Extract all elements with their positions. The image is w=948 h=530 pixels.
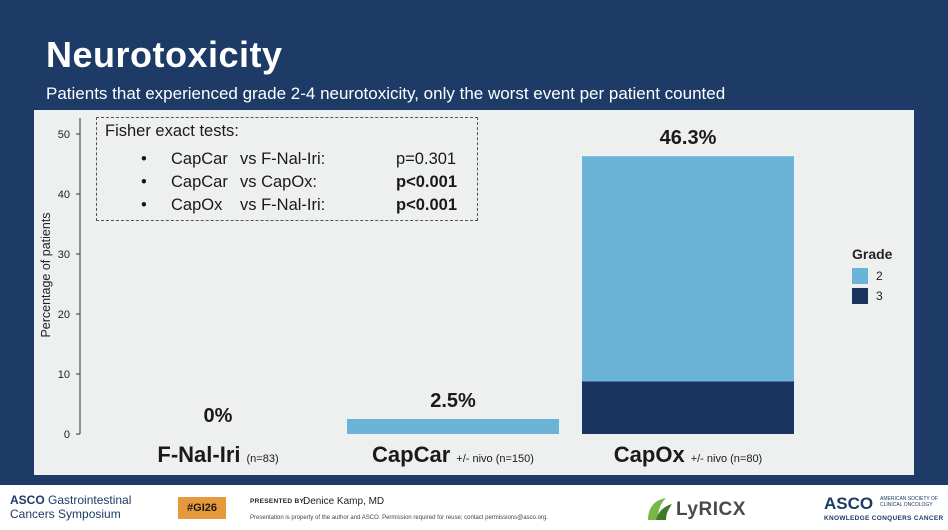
y-axis-label: Percentage of patients	[39, 212, 53, 337]
fisher-p-value: p=0.301	[396, 150, 457, 168]
y-tick-label: 0	[64, 429, 70, 441]
bar-total-label: 2.5%	[430, 390, 476, 412]
fisher-row: • CapOx vs F-Nal-Iri: p<0.001	[97, 196, 477, 218]
fisher-arm: CapCar	[171, 150, 228, 168]
y-tick-label: 40	[58, 189, 70, 201]
asco-gi-line2: Cancers Symposium	[10, 507, 121, 521]
asco-gi-logo: ASCO Gastrointestinal Cancers Symposium	[10, 493, 131, 521]
category-name: CapOx	[614, 442, 686, 467]
asco-society-name: AMERICAN SOCIETY OF CLINICAL ONCOLOGY	[880, 496, 938, 508]
slide-title: Neurotoxicity	[46, 34, 283, 75]
hashtag-badge: #GI26	[178, 497, 226, 519]
category-note: +/- nivo (n=150)	[456, 453, 534, 465]
fisher-title: Fisher exact tests:	[105, 122, 239, 140]
y-tick-label: 10	[58, 369, 70, 381]
fisher-p-value: p<0.001	[396, 173, 458, 191]
bar-total-label: 0%	[204, 405, 233, 427]
y-tick-label: 50	[58, 129, 70, 141]
slide-subtitle: Patients that experienced grade 2-4 neur…	[46, 84, 726, 103]
fisher-comparator: vs CapOx:	[240, 173, 318, 191]
x-category-label: CapOx +/- nivo (n=80)	[614, 442, 762, 467]
asco-gi-line1: Gastrointestinal	[48, 493, 132, 507]
presented-by-label: PRESENTED BY:	[250, 498, 307, 505]
fisher-row: • CapCar vs F-Nal-Iri: p=0.301	[97, 150, 477, 172]
bullet: •	[141, 150, 147, 168]
fisher-row: • CapCar vs CapOx: p<0.001	[97, 173, 477, 195]
bullet: •	[141, 196, 147, 214]
asco-wordmark: ASCO	[10, 493, 45, 507]
category-name: F-Nal-Iri	[157, 442, 240, 467]
fisher-tests-box: Fisher exact tests: • CapCar vs F-Nal-Ir…	[96, 117, 478, 221]
bullet: •	[141, 173, 147, 191]
neurotoxicity-bar-chart: 0 10 20 30 40 50 Percentage of patients 0% F-Nal…	[39, 118, 893, 467]
bar-segment-grade-3	[582, 381, 794, 434]
category-note: (n=83)	[247, 453, 279, 465]
asco-wordmark-right: ASCO	[824, 494, 874, 513]
lyricx-wordmark: LyRICX	[676, 499, 746, 520]
y-tick-label: 20	[58, 309, 70, 321]
legend-label: 3	[876, 289, 883, 303]
legend-swatch-2	[852, 268, 868, 284]
legend-title: Grade	[852, 246, 893, 262]
disclaimer-text: Presentation is property of the author a…	[250, 515, 548, 521]
fisher-comparator: vs F-Nal-Iri:	[240, 150, 326, 168]
fisher-arm: CapCar	[171, 173, 228, 191]
bar-segment-grade-2	[582, 156, 794, 382]
legend-label: 2	[876, 269, 883, 283]
bar-segment-grade-2	[347, 419, 559, 434]
fisher-arm: CapOx	[171, 196, 223, 214]
asco-tagline: KNOWLEDGE CONQUERS CANCER	[824, 515, 944, 522]
fisher-comparator: vs F-Nal-Iri:	[240, 196, 326, 214]
presenter-name: Denice Kamp, MD	[303, 496, 385, 507]
footer-bar	[0, 485, 948, 530]
category-note: +/- nivo (n=80)	[691, 453, 763, 465]
x-category-label: CapCar +/- nivo (n=150)	[372, 442, 534, 467]
bar-total-label: 46.3%	[660, 127, 717, 149]
fisher-p-value: p<0.001	[396, 196, 458, 214]
x-category-label: F-Nal-Iri (n=83)	[157, 442, 278, 467]
lyricx-logo-icon	[648, 498, 672, 520]
y-tick-label: 30	[58, 249, 70, 261]
category-name: CapCar	[372, 442, 451, 467]
legend-swatch-3	[852, 288, 868, 304]
